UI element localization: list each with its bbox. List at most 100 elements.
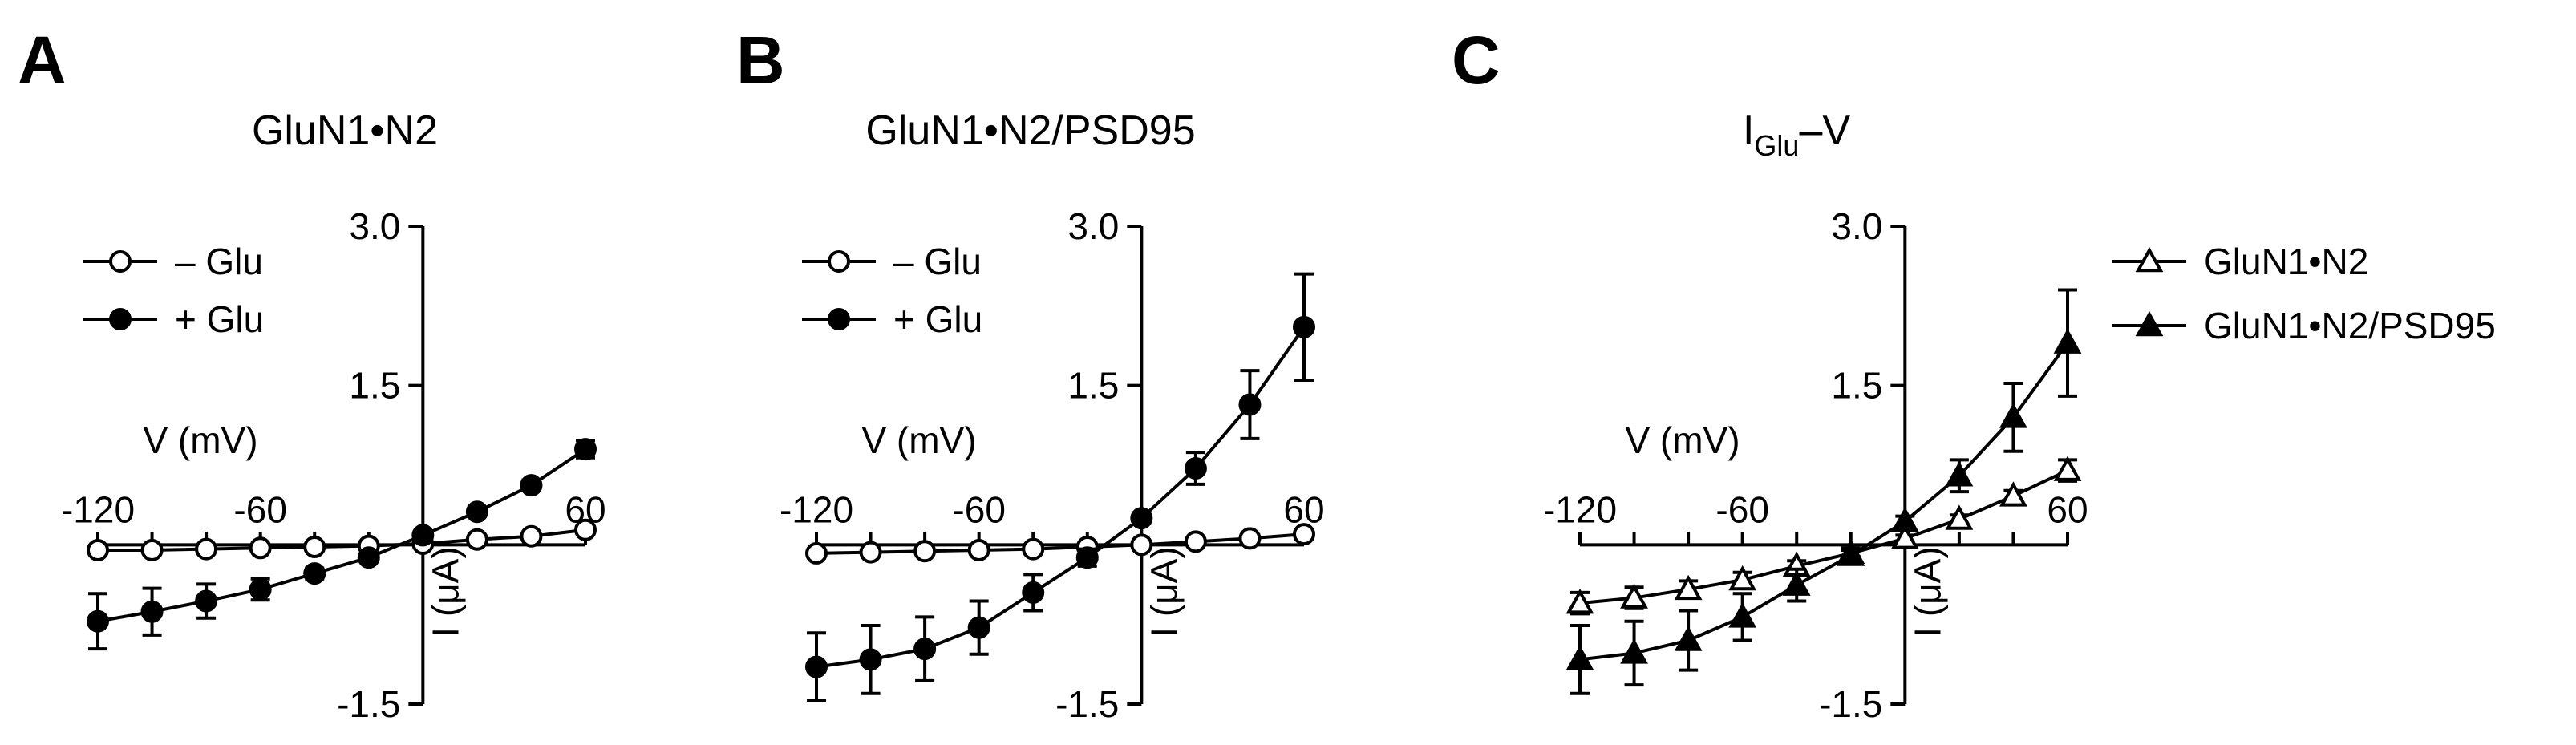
data-point <box>1130 533 1153 557</box>
data-point <box>1999 481 2027 507</box>
legend-marker <box>2135 310 2164 337</box>
legend-label: + Glu <box>175 298 264 340</box>
legend-entry: + Glu <box>802 298 982 340</box>
legend-marker <box>2135 246 2164 273</box>
data-point <box>1238 527 1262 550</box>
panel-title-subscript: Glu <box>1754 129 1799 162</box>
legend-label: GluN1•N2 <box>2204 241 2368 282</box>
x-tick-label: -60 <box>1715 488 1768 530</box>
y-tick-label: 1.5 <box>1831 365 1882 407</box>
data-point <box>1890 524 1919 549</box>
panel-letter: C <box>1452 22 1501 98</box>
legend-entry: + Glu <box>83 298 264 340</box>
legend-entry: GluN1•N2 <box>2112 241 2368 282</box>
y-tick-label: 1.5 <box>1067 365 1119 407</box>
panel-b: B GluN1•N2/PSD95 3.01.5-1.5-120 -60 60V (m… <box>736 22 1325 725</box>
data-point <box>1728 602 1757 628</box>
data-point <box>913 638 937 661</box>
panel-c: C IGlu–V 3.0 1.5 -1.5 -120 -60 60 V (mV) I (μA)… <box>1452 22 2496 725</box>
data-point <box>1782 570 1811 596</box>
data-point <box>87 609 109 633</box>
legend-label: – Glu <box>175 241 263 282</box>
x-tick-label: 60 <box>2047 488 2088 530</box>
legend-label: + Glu <box>893 298 982 340</box>
legend-entry: – Glu <box>83 241 263 282</box>
series-line <box>816 532 1305 555</box>
legend-entry: GluN1•N2/PSD95 <box>2112 305 2496 346</box>
panel-title: GluN1•N2 <box>252 107 438 154</box>
data-point <box>195 589 218 613</box>
data-point <box>913 540 937 563</box>
data-point <box>1890 507 1919 532</box>
legend-marker <box>828 308 850 330</box>
x-tick-label: -120 <box>61 488 135 530</box>
data-point <box>1728 565 1757 591</box>
data-point <box>1620 583 1648 609</box>
data-point <box>2053 456 2082 481</box>
data-point <box>140 600 164 623</box>
x-axis-label: V (mV) <box>143 419 257 461</box>
data-point <box>2053 328 2082 354</box>
data-point <box>1238 393 1262 416</box>
data-point <box>411 524 435 547</box>
series-line <box>97 447 587 623</box>
series-line <box>1579 468 2068 605</box>
series-layer <box>87 438 597 651</box>
data-point <box>1565 645 1594 670</box>
data-point <box>1565 589 1594 614</box>
axes: 3.01.5-1.5-120 -60 60V (mV)I (μA) <box>780 205 1325 725</box>
data-point <box>357 546 380 569</box>
data-point <box>1945 461 1974 487</box>
legend-label: – Glu <box>893 241 982 282</box>
y-tick-label: 3.0 <box>1831 205 1882 247</box>
y-tick-label: -1.5 <box>1819 683 1882 725</box>
data-point <box>1022 537 1045 561</box>
data-point <box>805 655 828 678</box>
series-0 <box>805 523 1315 565</box>
x-tick-label: -120 <box>1543 488 1617 530</box>
legend-label: GluN1•N2/PSD95 <box>2204 305 2496 346</box>
panel-letter: B <box>736 22 785 98</box>
data-point <box>1075 546 1099 569</box>
series-line <box>816 326 1306 669</box>
legend: – Glu + Glu <box>83 241 264 340</box>
panel-title-tail: –V <box>1799 107 1850 154</box>
series-0 <box>87 518 597 561</box>
axes: 3.01.5-1.5-120 -60 60V (mV)I (μA) <box>1543 205 2088 725</box>
x-tick-label: -60 <box>952 488 1005 530</box>
legend-marker <box>109 308 132 330</box>
y-tick-label: -1.5 <box>1055 683 1119 725</box>
y-tick-label: 1.5 <box>349 365 400 407</box>
series-1 <box>87 438 597 651</box>
series-0 <box>1565 456 2082 616</box>
data-point <box>1674 626 1703 651</box>
series-line <box>98 528 586 552</box>
data-point <box>967 538 990 561</box>
data-point <box>520 474 543 497</box>
x-axis-label: V (mV) <box>1625 419 1740 461</box>
legend-marker <box>109 250 132 273</box>
series-layer <box>805 272 1315 703</box>
data-point <box>520 524 543 548</box>
data-point <box>1999 403 2027 428</box>
legend-marker <box>828 250 850 273</box>
panel-title: GluN1•N2/PSD95 <box>865 107 1195 154</box>
legend: – Glu + Glu <box>802 241 982 340</box>
data-point <box>1130 507 1153 530</box>
data-point <box>574 518 597 541</box>
y-axis-label: I (μA) <box>424 546 466 637</box>
panel-a: A GluN1•N2 3.01.5-1.5-120 -60 60V (mV)I (μ… <box>18 22 606 725</box>
data-point <box>303 562 326 585</box>
data-point <box>249 577 272 601</box>
panel-title-main: I <box>1743 107 1754 154</box>
series-1 <box>1565 288 2082 695</box>
data-point <box>1837 541 1865 566</box>
data-point <box>1184 530 1207 553</box>
data-point <box>1184 456 1207 480</box>
data-point <box>87 538 109 561</box>
legend: GluN1•N2 GluN1•N2/PSD95 <box>2112 241 2496 346</box>
data-point <box>249 536 272 560</box>
x-tick-label: -60 <box>233 488 286 530</box>
